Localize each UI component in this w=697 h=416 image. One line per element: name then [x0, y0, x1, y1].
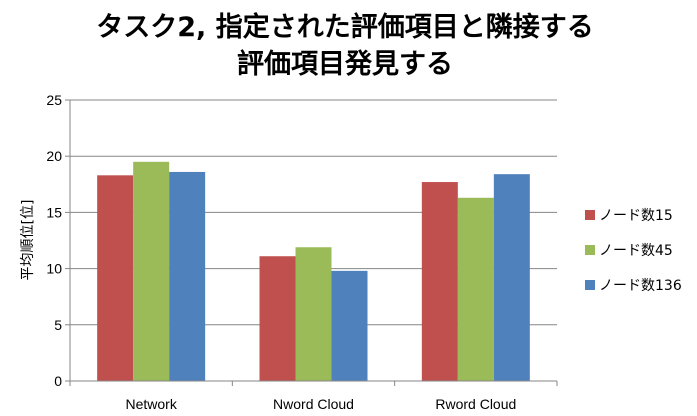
axes — [65, 99, 558, 386]
y-tick-labels: 0 5 10 15 20 25 — [46, 92, 62, 389]
bar-rword-cloud-series-1 — [421, 182, 458, 381]
legend-label: ノード数136 — [599, 278, 682, 294]
y-tick-label: 25 — [46, 92, 62, 108]
legend-label: ノード数15 — [599, 208, 673, 224]
y-tick-label: 15 — [46, 204, 62, 220]
bar-rword-cloud-series-3 — [493, 174, 530, 381]
legend: ノード数15 ノード数45 ノード数136 — [585, 208, 682, 294]
bar-nword-cloud-series-2 — [295, 247, 332, 381]
legend-swatch — [585, 245, 595, 255]
legend-label: ノード数45 — [599, 243, 673, 259]
bars — [97, 161, 530, 381]
bar-network-series-1 — [97, 175, 134, 381]
y-tick-label: 20 — [46, 148, 62, 164]
y-tick-label: 5 — [54, 317, 62, 333]
legend-swatch — [585, 210, 595, 220]
bar-network-series-2 — [133, 161, 170, 381]
bar-nword-cloud-series-3 — [331, 270, 368, 381]
bar-network-series-3 — [169, 171, 206, 381]
chart-title-line-1: タスク2, 指定された評価項目と隣接する — [96, 11, 593, 43]
y-tick-label: 10 — [46, 261, 62, 277]
x-category-labels: Network Nword Cloud Rword Cloud — [125, 396, 516, 412]
chart-title-line-2: 評価項目発見する — [237, 48, 453, 80]
legend-swatch — [585, 280, 595, 290]
bar-nword-cloud-series-1 — [259, 256, 296, 381]
y-tick-label: 0 — [54, 373, 62, 389]
y-axis-label: 平均順位[位] — [20, 200, 36, 281]
bar-rword-cloud-series-2 — [457, 197, 494, 381]
x-category-label: Network — [125, 396, 177, 412]
x-category-label: Nword Cloud — [273, 396, 354, 412]
x-category-label: Rword Cloud — [435, 396, 516, 412]
